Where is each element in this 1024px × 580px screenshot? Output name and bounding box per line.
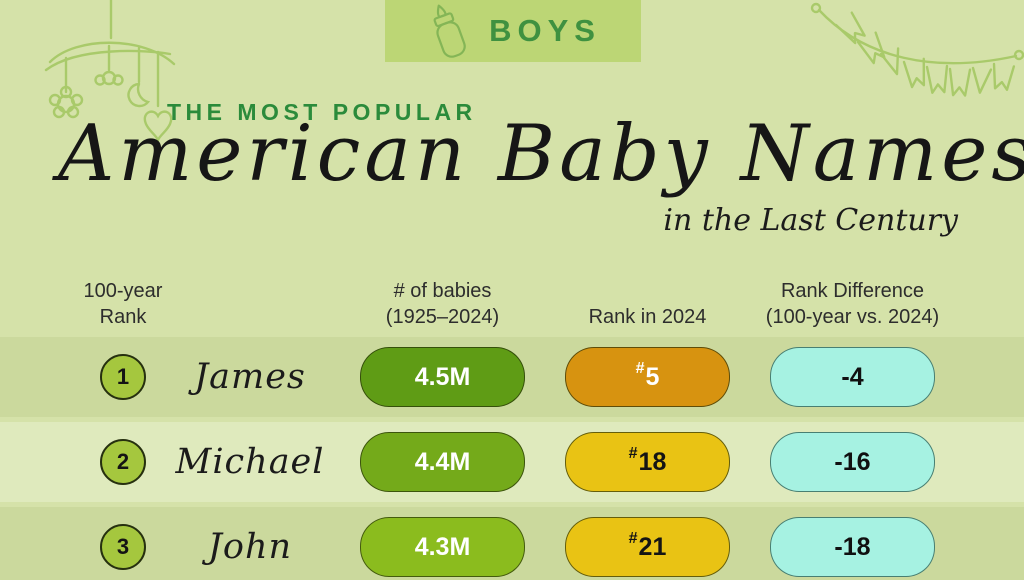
rank-badge: 2 bbox=[100, 439, 146, 485]
baby-name: James bbox=[194, 357, 306, 397]
rank-badge: 3 bbox=[100, 524, 146, 570]
table-row: 1 James 4.5M #5 -4 bbox=[0, 337, 1024, 417]
rank-2024-value: 5 bbox=[645, 362, 660, 391]
babies-count-pill: 4.5M bbox=[360, 347, 525, 407]
hash-prefix: # bbox=[635, 360, 645, 377]
table-row: 2 Michael 4.4M #18 -16 bbox=[0, 422, 1024, 502]
rank-2024-pill: #18 bbox=[565, 432, 730, 492]
hash-prefix: # bbox=[628, 445, 638, 462]
rank-2024-value: 18 bbox=[638, 447, 667, 476]
column-header-rank-difference: Rank Difference (100-year vs. 2024) bbox=[765, 280, 940, 328]
baby-name: Michael bbox=[175, 442, 325, 482]
column-header-100-year-rank: 100-year Rank bbox=[83, 280, 163, 328]
babies-count-pill: 4.4M bbox=[360, 432, 525, 492]
rank-diff-pill: -18 bbox=[770, 517, 935, 577]
rank-badge: 1 bbox=[100, 354, 146, 400]
bunting-garland-icon bbox=[794, 0, 1024, 112]
rank-diff-pill: -16 bbox=[770, 432, 935, 492]
babies-count-pill: 4.3M bbox=[360, 517, 525, 577]
column-header-rank-in-2024: Rank in 2024 bbox=[588, 306, 707, 328]
category-badge-boys: BOYS bbox=[385, 0, 641, 62]
baby-bottle-icon bbox=[425, 1, 471, 61]
page-subtitle: in the Last Century bbox=[663, 203, 958, 238]
page-title: American Baby Names bbox=[58, 109, 1024, 199]
rank-2024-value: 21 bbox=[638, 532, 667, 561]
table-row: 3 John 4.3M #21 -18 bbox=[0, 507, 1024, 580]
rank-2024-pill: #5 bbox=[565, 347, 730, 407]
rank-2024-pill: #21 bbox=[565, 517, 730, 577]
hash-prefix: # bbox=[628, 530, 638, 547]
category-label: BOYS bbox=[489, 13, 601, 48]
rank-diff-pill: -4 bbox=[770, 347, 935, 407]
column-header-number-of-babies: # of babies (1925–2024) bbox=[385, 280, 500, 328]
eyebrow-title: THE MOST POPULAR bbox=[167, 99, 477, 125]
baby-name: John bbox=[207, 527, 293, 567]
